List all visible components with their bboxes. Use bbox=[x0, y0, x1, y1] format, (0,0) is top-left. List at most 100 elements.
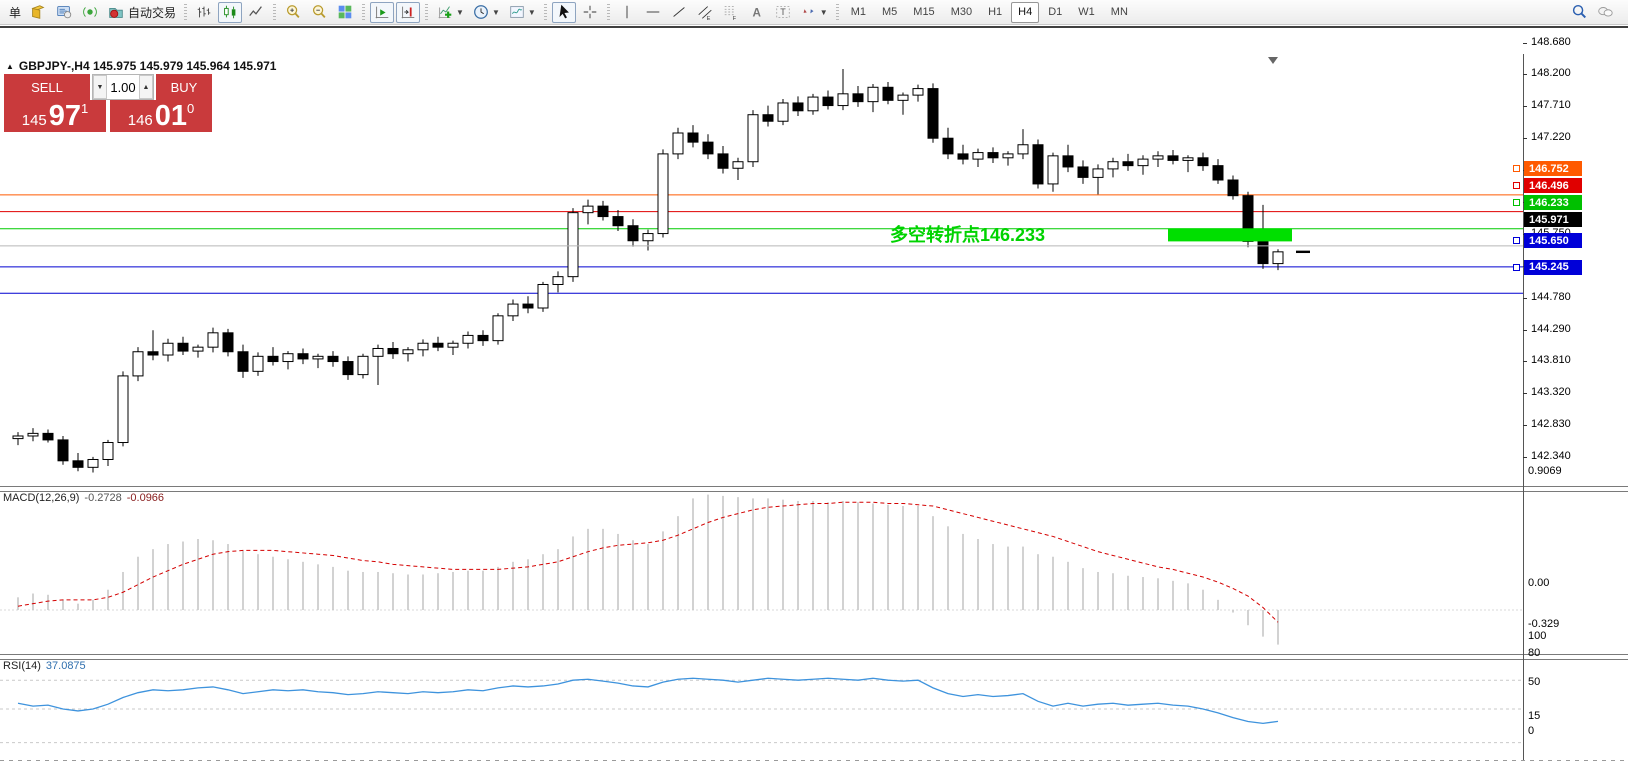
text-button[interactable]: A bbox=[745, 2, 769, 23]
candle-body bbox=[1017, 144, 1029, 155]
macd-panel[interactable] bbox=[0, 490, 1523, 654]
chevron-down-icon[interactable]: ▼ bbox=[491, 7, 500, 17]
candle-body bbox=[477, 334, 489, 342]
timeframe-d1-button[interactable]: D1 bbox=[1048, 6, 1063, 18]
highlight-zone[interactable] bbox=[1168, 228, 1292, 242]
price-tick-label: 142.340 bbox=[1531, 450, 1571, 462]
volume-value[interactable]: 1.00 bbox=[110, 79, 136, 95]
chevron-down-icon[interactable]: ▼ bbox=[456, 7, 464, 17]
toolbar-right bbox=[1566, 2, 1618, 23]
timeframe-h1-button[interactable]: H1 bbox=[988, 6, 1003, 18]
indicators-button[interactable]: ▼ bbox=[433, 2, 467, 23]
timeframe-m1-button[interactable]: M1 bbox=[850, 6, 866, 18]
scroll-to-end-marker[interactable] bbox=[1268, 57, 1278, 64]
cursor-button[interactable] bbox=[551, 1, 576, 23]
templates-button[interactable]: ▼ bbox=[505, 2, 539, 23]
search-button[interactable] bbox=[1567, 2, 1591, 23]
candle-body bbox=[1257, 240, 1269, 265]
volume-increase-button[interactable]: ▲ bbox=[139, 75, 153, 99]
candle-body bbox=[282, 353, 294, 363]
line-anchor-square[interactable] bbox=[1513, 263, 1520, 271]
panel-splitter[interactable] bbox=[0, 654, 1628, 660]
macd-axis-label: 0.00 bbox=[1528, 577, 1550, 589]
candle-body bbox=[1092, 168, 1104, 178]
timeframe-m5-button[interactable]: M5 bbox=[882, 6, 898, 18]
candle-body bbox=[417, 342, 429, 351]
candle-body bbox=[162, 342, 174, 356]
autotrading-icon bbox=[109, 7, 123, 18]
chat-button[interactable] bbox=[1593, 2, 1617, 23]
market-watch-icon bbox=[31, 5, 45, 19]
text-label-button[interactable]: T bbox=[771, 2, 795, 23]
toolbar-separator bbox=[425, 4, 429, 20]
line-anchor-square[interactable] bbox=[1513, 199, 1520, 207]
line-chart-button[interactable] bbox=[244, 2, 268, 23]
macd-signal-line bbox=[17, 501, 1279, 623]
crosshair-button[interactable] bbox=[578, 2, 602, 23]
trendline-button[interactable] bbox=[667, 2, 691, 23]
rsi-label: RSI(14) 37.0875 bbox=[3, 660, 91, 672]
new-order-button[interactable]: 单 bbox=[3, 2, 24, 23]
panel-splitter[interactable] bbox=[0, 486, 1628, 492]
signal-button[interactable] bbox=[78, 2, 102, 23]
price-tick-mark bbox=[1523, 138, 1527, 140]
market-watch-button[interactable] bbox=[26, 2, 50, 23]
rsi-value: 37.0875 bbox=[45, 660, 86, 672]
line-anchor-square[interactable] bbox=[1513, 165, 1520, 173]
price-tick-mark bbox=[1523, 74, 1527, 76]
rsi-axis-label: 0 bbox=[1528, 725, 1535, 737]
arrows-button[interactable]: ▼ bbox=[797, 2, 831, 23]
candle-body bbox=[1272, 251, 1284, 265]
timeframe-w1-button[interactable]: W1 bbox=[1078, 6, 1095, 18]
auto-scroll-button[interactable] bbox=[370, 1, 395, 23]
chevron-down-icon[interactable]: ▼ bbox=[819, 7, 828, 17]
level-price-label: 146.233 bbox=[1524, 195, 1582, 211]
timeframe-h4-button[interactable]: H4 bbox=[1011, 1, 1040, 23]
annotation-text[interactable]: 多空转折点146.233 bbox=[890, 224, 1045, 245]
volume-decrease-button[interactable]: ▼ bbox=[93, 75, 107, 99]
timeframe-m15-button[interactable]: M15 bbox=[913, 6, 935, 18]
rsi-panel[interactable] bbox=[0, 658, 1523, 760]
toolbar-separator bbox=[273, 4, 277, 20]
candle-body bbox=[687, 132, 699, 143]
line-anchor-square[interactable] bbox=[1513, 237, 1520, 245]
crosshair-icon bbox=[583, 5, 597, 19]
chevron-down-icon[interactable]: ▼ bbox=[527, 7, 536, 17]
sell-price[interactable]: 145 97 1 bbox=[4, 100, 106, 132]
metaeditor-button[interactable] bbox=[52, 2, 76, 23]
candle-body bbox=[1107, 161, 1119, 170]
price-tick-mark bbox=[1523, 457, 1527, 458]
line-anchor-square[interactable] bbox=[1513, 182, 1520, 190]
chart-shift-button[interactable] bbox=[396, 1, 421, 23]
price-tick-mark bbox=[1523, 329, 1527, 331]
line-chart-icon bbox=[249, 6, 262, 16]
timeframe-mn-button[interactable]: MN bbox=[1110, 6, 1128, 18]
zoom-in-button[interactable] bbox=[281, 2, 305, 23]
sell-price-big: 97 bbox=[48, 100, 82, 132]
buy-button[interactable]: BUY bbox=[154, 74, 212, 100]
periods-button[interactable]: ▼ bbox=[469, 2, 503, 23]
timeframe-m30-button[interactable]: M30 bbox=[950, 6, 973, 18]
candle-body bbox=[447, 342, 459, 348]
candlestick-chart-button[interactable] bbox=[218, 1, 243, 23]
candle-body bbox=[207, 332, 219, 348]
tile-windows-button[interactable] bbox=[333, 2, 357, 23]
price-tick-label: 148.200 bbox=[1531, 67, 1571, 80]
bars-chart-button[interactable] bbox=[192, 2, 216, 23]
horizontal-line-button[interactable] bbox=[641, 2, 665, 23]
fibonacci-button[interactable]: F bbox=[719, 2, 743, 23]
channel-button[interactable]: E bbox=[693, 2, 717, 23]
chart-window[interactable]: 多空转折点146.233 ▲ GBPJPY-,H4 145.975 145.97… bbox=[0, 26, 1628, 773]
candle-body bbox=[597, 205, 609, 218]
buy-price[interactable]: 146 01 0 bbox=[110, 100, 212, 132]
tile-windows-icon bbox=[338, 5, 352, 19]
autotrading-button[interactable]: 自动交易 bbox=[104, 2, 179, 23]
zoom-out-button[interactable] bbox=[307, 2, 331, 23]
main-price-chart[interactable]: 多空转折点146.233 bbox=[0, 54, 1523, 488]
price-tick-label: 143.810 bbox=[1531, 354, 1571, 366]
collapse-panel-icon[interactable]: ▲ bbox=[6, 61, 14, 71]
macd-name: MACD(12,26,9) bbox=[3, 492, 80, 504]
vertical-line-button[interactable] bbox=[615, 2, 639, 23]
sell-button[interactable]: SELL bbox=[4, 74, 92, 100]
time-axis[interactable]: 18 Feb 201919 Feb 00:0019 Feb 16:0020 Fe… bbox=[0, 760, 1628, 773]
